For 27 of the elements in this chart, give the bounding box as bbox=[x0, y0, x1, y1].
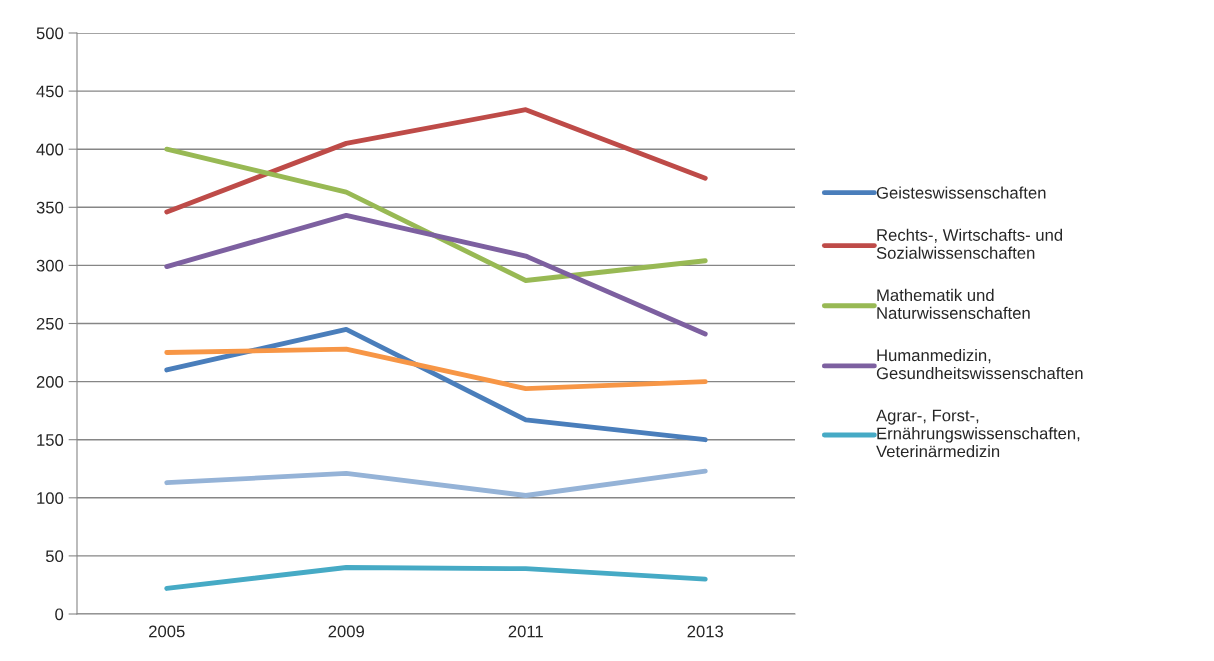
x-tick-label: 2005 bbox=[149, 625, 185, 638]
line-series bbox=[164, 468, 708, 498]
y-tick-label: 450 bbox=[36, 85, 64, 98]
y-tick-label: 400 bbox=[36, 143, 64, 156]
line-series bbox=[164, 213, 708, 337]
y-tick-label: 100 bbox=[37, 492, 64, 504]
y-tick-label: 250 bbox=[36, 317, 64, 330]
y-tick-label: 150 bbox=[37, 434, 64, 446]
legend-label: Humanmedizin, Gesundheitswissenschaften bbox=[876, 348, 1083, 380]
line-series bbox=[164, 565, 708, 591]
y-tick-label: 50 bbox=[45, 550, 64, 563]
y-tick-label: 300 bbox=[36, 259, 64, 272]
legend-label: Geisteswissenschaften bbox=[876, 186, 1046, 199]
y-tick-label: 200 bbox=[36, 376, 64, 388]
line-series bbox=[164, 146, 708, 283]
line-series bbox=[164, 326, 708, 443]
line-series bbox=[164, 107, 708, 215]
legend-label: Rechts-, Wirtschafts- und Sozialwissenschaften bbox=[876, 228, 1063, 259]
y-tick-label: 500 bbox=[36, 27, 64, 40]
x-tick-label: 2011 bbox=[508, 625, 543, 638]
y-tick-label: 350 bbox=[36, 201, 64, 214]
line-series bbox=[164, 346, 708, 391]
legend-label: Agrar-, Forst-, Ernährungswissenschaften, Veterinärmedizin bbox=[876, 409, 1080, 458]
legend-label: Mathematik und Naturwissenschaften bbox=[877, 288, 1030, 319]
x-tick-label: 2009 bbox=[328, 625, 364, 638]
x-tick-label: 2013 bbox=[687, 625, 724, 638]
y-tick-label: 0 bbox=[55, 608, 64, 621]
